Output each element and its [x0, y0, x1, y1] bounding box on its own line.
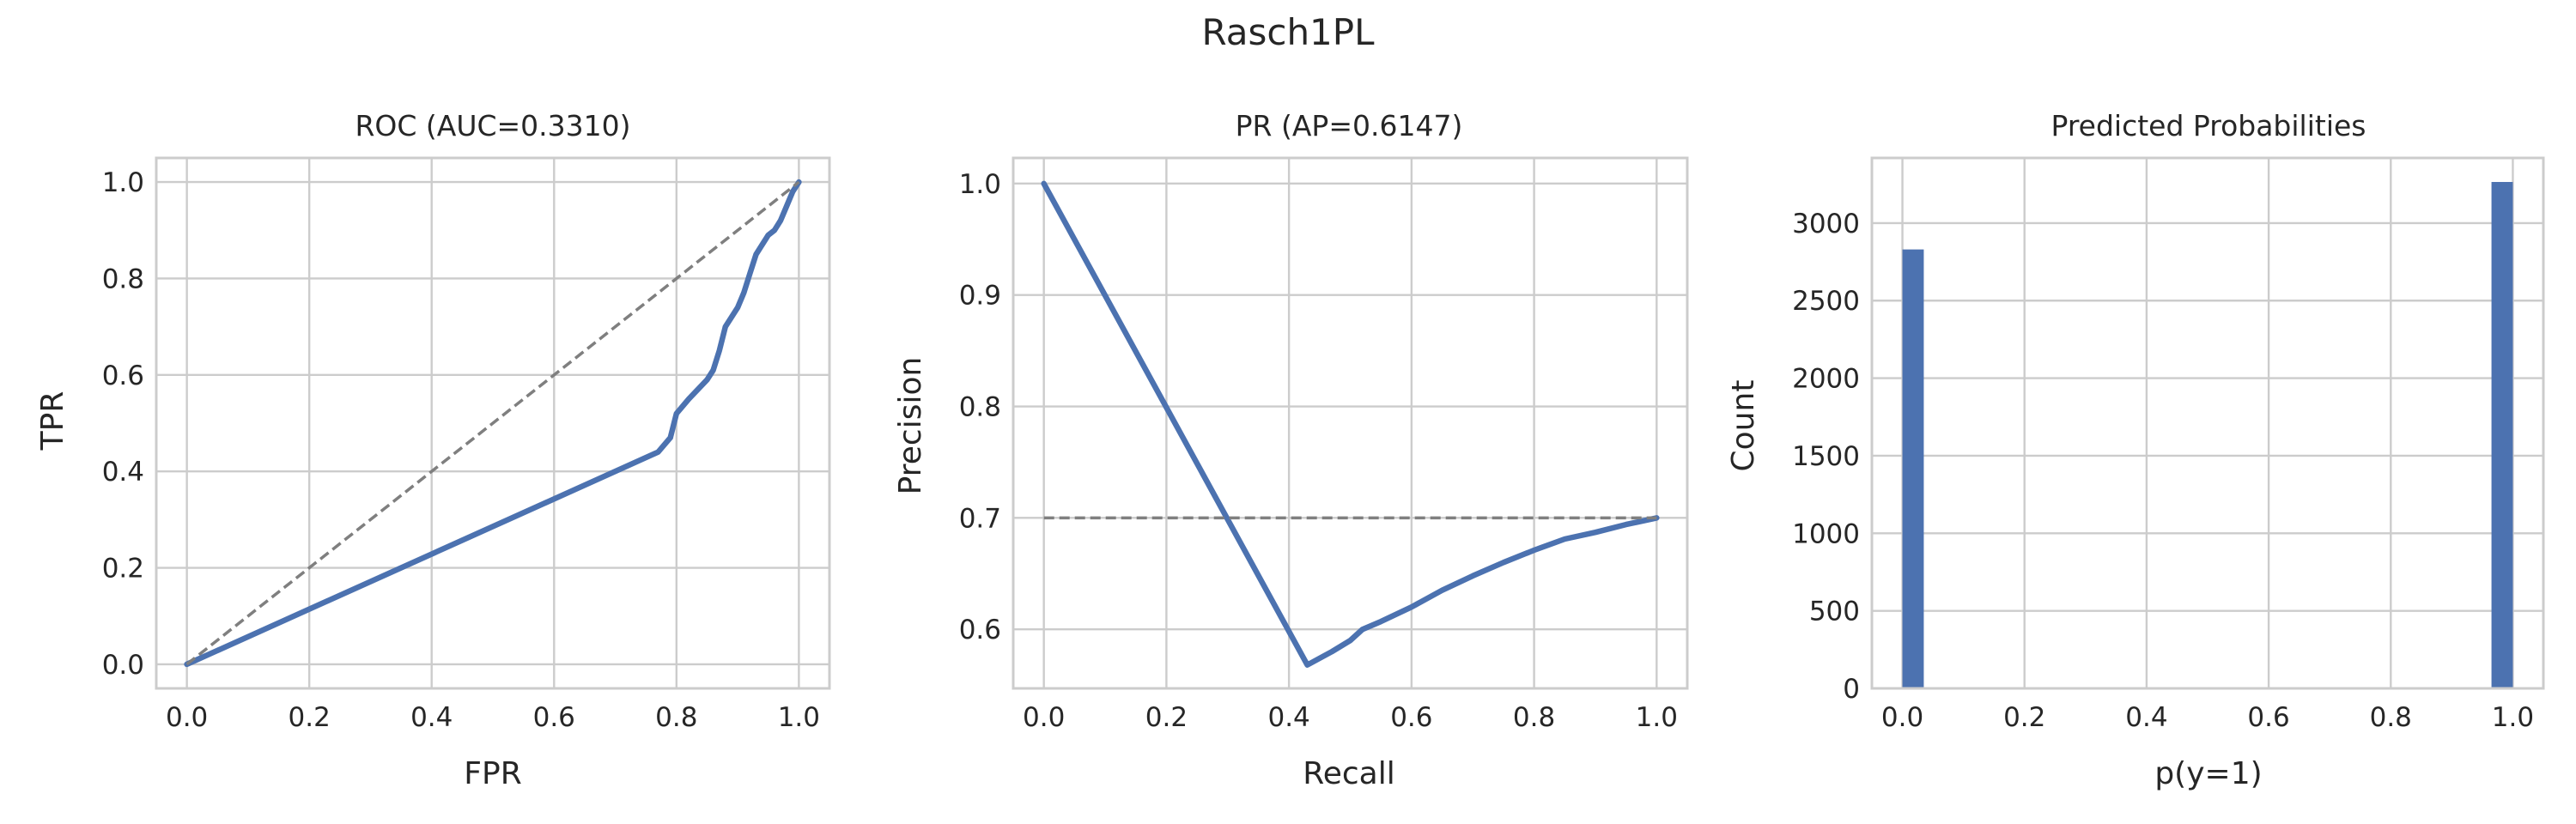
hist-grid: [1872, 158, 2543, 690]
hist-ytick-label: 1500: [1792, 441, 1860, 472]
hist-title: Predicted Probabilities: [2051, 109, 2366, 142]
pr-ytick-label: 0.8: [959, 392, 1001, 423]
pr-frame: [1012, 156, 1689, 690]
roc-xtick-label: 1.0: [778, 702, 820, 733]
hist-xtick-label: 0.0: [1881, 702, 1923, 733]
hist-ytick-label: 3000: [1792, 209, 1860, 239]
hist-xtick-label: 1.0: [2492, 702, 2534, 733]
pr-xtick-label: 0.8: [1513, 702, 1555, 733]
hist-panel: Predicted Probabilities p(y=1) Count 0.0…: [1726, 109, 2545, 791]
hist-ytick-label: 2500: [1792, 286, 1860, 317]
hist-ylabel: Count: [1726, 380, 1761, 472]
pr-xtick-label: 0.0: [1023, 702, 1065, 733]
roc-ytick-label: 0.2: [102, 554, 144, 585]
roc-ytick-label: 0.4: [102, 457, 144, 488]
pr-curve: [1041, 180, 1660, 668]
hist-ytick-label: 500: [1809, 597, 1860, 627]
hist-xtick-label: 0.4: [2125, 702, 2167, 733]
figure-title: Rasch1PL: [1201, 11, 1375, 53]
pr-xtick-label: 1.0: [1636, 702, 1678, 733]
roc-ylabel: TPR: [35, 391, 70, 451]
hist-xtick-label: 0.2: [2003, 702, 2045, 733]
pr-xlabel: Recall: [1303, 756, 1394, 791]
roc-ytick-label: 0.8: [102, 264, 144, 294]
hist-frame: [1870, 156, 2545, 690]
roc-xtick-label: 0.6: [533, 702, 575, 733]
hist-ytick-label: 2000: [1792, 364, 1860, 395]
hist-xlabel: p(y=1): [2154, 756, 2262, 791]
hist-bar-0: [1902, 249, 1924, 688]
roc-xlabel: FPR: [464, 756, 521, 791]
pr-panel: PR (AP=0.6147) Recall Precision 0.0 0.2 0.…: [893, 109, 1689, 791]
roc-ytick-label: 1.0: [102, 167, 144, 198]
hist-ytick-label: 1000: [1792, 518, 1860, 549]
roc-xtick-label: 0.4: [410, 702, 453, 733]
roc-panel: ROC (AUC=0.3310) FPR TPR 0.0 0.2 0.4 0.6 0.8…: [35, 109, 831, 791]
hist-ytick-label: 0: [1843, 674, 1860, 705]
roc-ytick-label: 0.0: [102, 650, 144, 681]
roc-xtick-label: 0.0: [166, 702, 208, 733]
pr-ytick-label: 0.7: [959, 503, 1001, 534]
roc-curve: [184, 179, 802, 668]
pr-ylabel: Precision: [893, 357, 928, 495]
hist-xtick-label: 0.8: [2370, 702, 2412, 733]
pr-xtick-label: 0.6: [1390, 702, 1432, 733]
pr-ytick-label: 0.6: [959, 615, 1001, 645]
roc-title: ROC (AUC=0.3310): [355, 109, 630, 142]
pr-xtick-label: 0.2: [1145, 702, 1188, 733]
roc-xtick-label: 0.8: [655, 702, 697, 733]
pr-ytick-label: 1.0: [959, 169, 1001, 200]
roc-ytick-label: 0.6: [102, 360, 144, 391]
pr-xtick-label: 0.4: [1267, 702, 1309, 733]
hist-bar-1: [2491, 182, 2513, 688]
roc-frame: [155, 156, 831, 690]
pr-ytick-label: 0.9: [959, 281, 1001, 312]
roc-reference-line: [185, 180, 800, 666]
roc-xtick-label: 0.2: [289, 702, 331, 733]
hist-xtick-label: 0.6: [2247, 702, 2289, 733]
pr-title: PR (AP=0.6147): [1236, 109, 1463, 142]
pr-grid: [1013, 158, 1687, 688]
